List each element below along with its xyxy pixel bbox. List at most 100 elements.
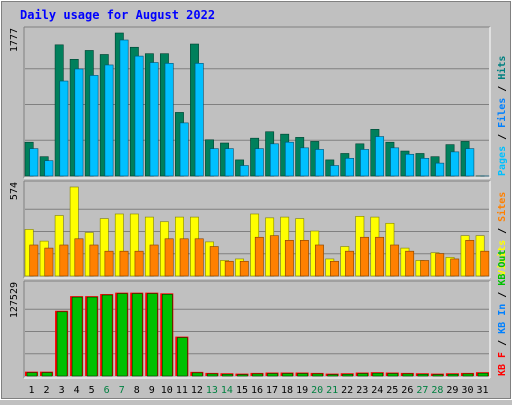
bar-files-23 — [360, 149, 368, 176]
bar-kbout-18 — [283, 374, 293, 376]
bar-sites-11 — [180, 239, 188, 276]
bar-kbout-4 — [72, 297, 82, 376]
bar-sites-15 — [240, 261, 248, 276]
bar-sites-30 — [466, 240, 474, 276]
panel-top-legend: Pages / Files / Hits — [496, 56, 508, 176]
x-tick-label: 4 — [74, 385, 80, 396]
bar-files-9 — [150, 63, 158, 176]
bar-sites-25 — [390, 245, 398, 276]
bar-kbout-3 — [57, 312, 67, 376]
bar-files-18 — [285, 142, 293, 176]
bar-sites-18 — [285, 240, 293, 276]
legend-entry: KB Out — [497, 250, 508, 286]
legend-entry: KB In — [497, 304, 508, 334]
bar-files-26 — [406, 154, 414, 176]
bar-files-6 — [105, 65, 113, 176]
bar-files-29 — [451, 152, 459, 176]
bar-sites-12 — [195, 239, 203, 276]
bar-files-8 — [135, 56, 143, 176]
bar-kbout-9 — [147, 294, 157, 376]
bar-sites-19 — [300, 240, 308, 276]
bar-sites-23 — [360, 237, 368, 276]
bar-kbout-28 — [433, 375, 443, 376]
bar-kbout-25 — [388, 374, 398, 376]
bar-files-4 — [75, 69, 83, 176]
bar-kbout-31 — [478, 373, 488, 376]
x-tick-label: 25 — [386, 385, 398, 396]
x-tick-label: 16 — [251, 385, 263, 396]
bar-kbout-21 — [328, 375, 338, 376]
legend-entry: / — [497, 286, 508, 304]
bar-kbout-8 — [132, 294, 142, 376]
bar-files-15 — [240, 166, 248, 176]
bar-files-25 — [390, 148, 398, 176]
bar-files-30 — [466, 149, 474, 176]
bar-sites-4 — [75, 239, 83, 276]
bar-kbout-29 — [448, 374, 458, 376]
bar-sites-24 — [375, 237, 383, 276]
bar-files-5 — [90, 75, 98, 176]
x-tick-label: 17 — [266, 385, 278, 396]
bar-kbout-11 — [177, 338, 187, 376]
bar-kbout-27 — [418, 374, 428, 376]
x-tick-label: 30 — [461, 385, 473, 396]
x-tick-label: 23 — [356, 385, 368, 396]
bar-sites-26 — [406, 251, 414, 276]
bar-files-27 — [421, 158, 429, 176]
bar-kbout-6 — [102, 295, 112, 376]
bar-files-22 — [345, 158, 353, 176]
x-tick-label: 11 — [176, 385, 188, 396]
x-tick-label: 3 — [59, 385, 65, 396]
x-tick-label: 29 — [446, 385, 458, 396]
bar-sites-2 — [45, 248, 53, 276]
bar-kbout-13 — [207, 374, 217, 376]
bar-sites-17 — [270, 236, 278, 276]
x-tick-label: 20 — [311, 385, 323, 396]
bar-sites-29 — [451, 259, 459, 276]
x-tick-label: 21 — [326, 385, 338, 396]
bar-sites-21 — [330, 261, 338, 276]
bar-kbout-12 — [192, 373, 202, 376]
x-tick-label: 9 — [149, 385, 155, 396]
bar-files-21 — [330, 166, 338, 176]
bar-sites-20 — [315, 245, 323, 276]
x-tick-label: 8 — [134, 385, 140, 396]
legend-entry: / — [497, 80, 508, 98]
chart-title: Daily usage for August 2022 — [20, 8, 215, 22]
bar-kbout-15 — [237, 375, 247, 376]
x-tick-label: 19 — [296, 385, 308, 396]
bar-sites-3 — [60, 245, 68, 276]
panel-bottom-max-label: 127529 — [9, 282, 20, 318]
bar-kbout-22 — [343, 374, 353, 376]
legend-entry: Pages — [497, 146, 508, 176]
bar-kbout-10 — [162, 294, 172, 376]
bar-sites-27 — [421, 260, 429, 276]
bar-files-13 — [210, 149, 218, 176]
bar-files-28 — [436, 163, 444, 176]
bar-kbout-24 — [373, 373, 383, 376]
x-tick-label: 10 — [161, 385, 173, 396]
x-tick-label: 13 — [206, 385, 218, 396]
bar-kbout-20 — [313, 374, 323, 376]
bar-files-17 — [270, 144, 278, 176]
x-tick-label: 7 — [119, 385, 125, 396]
bar-sites-9 — [150, 245, 158, 276]
x-tick-label: 27 — [416, 385, 428, 396]
bar-kbout-2 — [42, 373, 52, 376]
bar-sites-5 — [90, 245, 98, 276]
bar-files-7 — [120, 40, 128, 176]
bar-kbout-19 — [298, 374, 308, 376]
bar-files-14 — [225, 149, 233, 176]
bar-files-19 — [300, 148, 308, 176]
bar-files-1 — [30, 149, 38, 176]
legend-entry: KB F — [497, 352, 508, 376]
bar-files-20 — [315, 149, 323, 176]
x-tick-label: 15 — [236, 385, 248, 396]
bar-files-11 — [180, 123, 188, 176]
bar-sites-10 — [165, 239, 173, 276]
